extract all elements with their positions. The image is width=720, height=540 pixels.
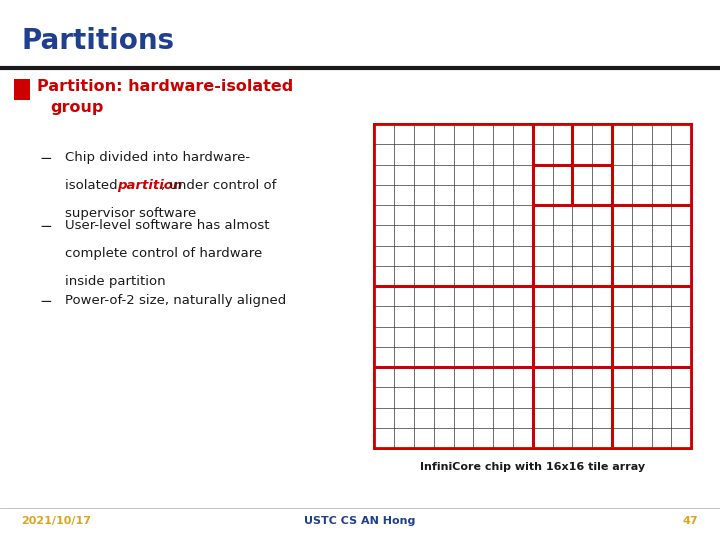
Bar bbox=[612, 205, 691, 286]
Text: group: group bbox=[50, 100, 104, 115]
Bar bbox=[612, 124, 691, 205]
Text: Chip divided into hardware-: Chip divided into hardware- bbox=[65, 151, 250, 164]
Text: −: − bbox=[40, 294, 53, 309]
Bar bbox=[612, 367, 691, 448]
Bar bbox=[374, 124, 533, 286]
Bar bbox=[572, 165, 612, 205]
Bar bbox=[533, 286, 612, 367]
Text: Partition: hardware-isolated: Partition: hardware-isolated bbox=[37, 79, 294, 94]
Bar bbox=[374, 124, 533, 286]
Text: inside partition: inside partition bbox=[65, 275, 166, 288]
Bar bbox=[374, 286, 533, 367]
Bar bbox=[374, 124, 691, 448]
Bar bbox=[533, 367, 612, 448]
Bar bbox=[374, 367, 533, 448]
Bar bbox=[533, 367, 612, 448]
Text: , under control of: , under control of bbox=[161, 179, 276, 192]
Text: Power-of-2 size, naturally aligned: Power-of-2 size, naturally aligned bbox=[65, 294, 286, 307]
Bar bbox=[612, 124, 691, 205]
Bar bbox=[374, 367, 533, 448]
Bar bbox=[572, 165, 612, 205]
Text: complete control of hardware: complete control of hardware bbox=[65, 247, 262, 260]
Bar bbox=[533, 205, 612, 286]
Bar bbox=[374, 286, 533, 367]
Bar bbox=[14, 79, 30, 100]
Text: Partitions: Partitions bbox=[22, 27, 175, 55]
Text: partition: partition bbox=[117, 179, 182, 192]
Bar bbox=[533, 205, 612, 286]
Bar bbox=[612, 286, 691, 367]
Bar bbox=[612, 286, 691, 367]
Text: USTC CS AN Hong: USTC CS AN Hong bbox=[305, 516, 415, 526]
Bar bbox=[533, 165, 572, 205]
Text: User-level software has almost: User-level software has almost bbox=[65, 219, 269, 232]
Text: supervisor software: supervisor software bbox=[65, 207, 196, 220]
Text: 2021/10/17: 2021/10/17 bbox=[22, 516, 91, 526]
Bar bbox=[533, 124, 572, 165]
Bar bbox=[533, 165, 572, 205]
Text: isolated: isolated bbox=[65, 179, 122, 192]
Text: 47: 47 bbox=[683, 516, 698, 526]
Bar bbox=[612, 205, 691, 286]
Bar bbox=[572, 124, 612, 165]
Text: −: − bbox=[40, 219, 53, 234]
Bar bbox=[612, 367, 691, 448]
Text: −: − bbox=[40, 151, 53, 166]
Bar bbox=[572, 124, 612, 165]
Text: InfiniCore chip with 16x16 tile array: InfiniCore chip with 16x16 tile array bbox=[420, 462, 645, 472]
Bar bbox=[533, 286, 612, 367]
Bar bbox=[533, 124, 572, 165]
